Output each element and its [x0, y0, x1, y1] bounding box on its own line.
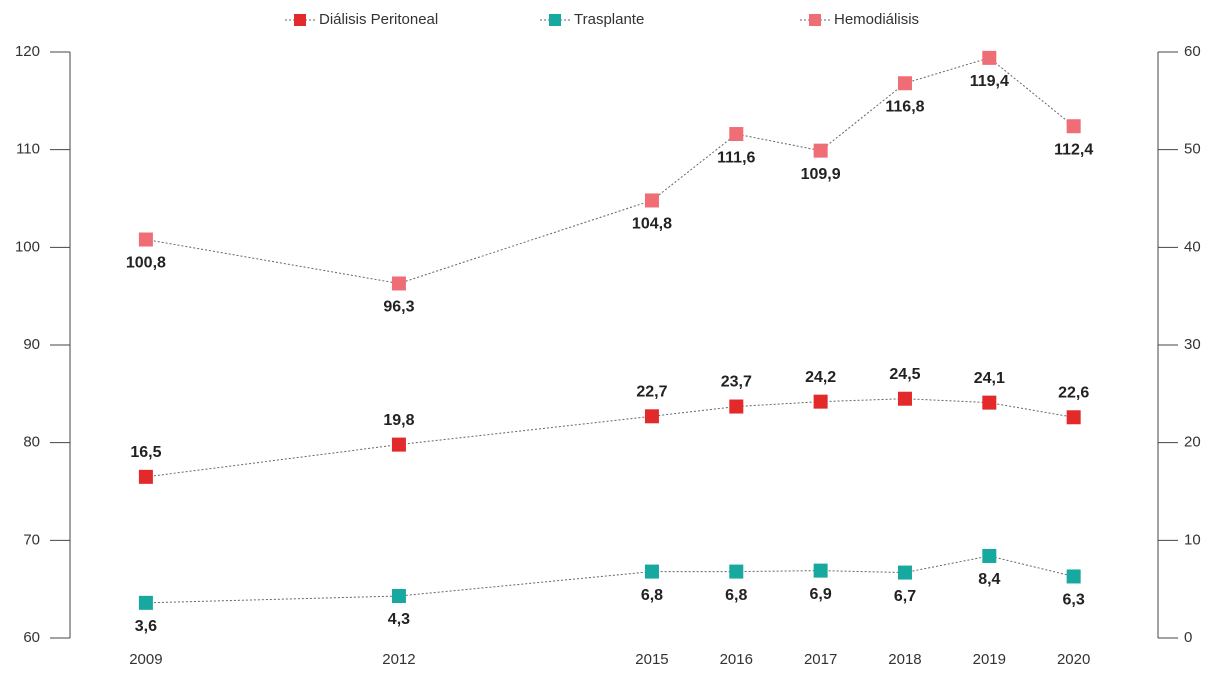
x-tick-label: 2012 — [382, 651, 415, 668]
point — [1066, 119, 1081, 134]
point — [391, 276, 406, 291]
point — [644, 193, 659, 208]
x-tick-label: 2016 — [720, 651, 753, 668]
point — [897, 391, 912, 406]
legend-label: Trasplante — [574, 11, 644, 28]
x-tick-label: 2018 — [888, 651, 921, 668]
x-tick-label: 2015 — [635, 651, 668, 668]
point — [1066, 410, 1081, 425]
legend-label: Diálisis Peritoneal — [319, 11, 438, 28]
data-label: 111,6 — [717, 149, 755, 166]
point — [813, 394, 828, 409]
legend-label: Hemodiálisis — [834, 11, 919, 28]
y2-tick-label: 60 — [1184, 43, 1201, 60]
point — [138, 232, 153, 247]
point — [138, 469, 153, 484]
point — [391, 437, 406, 452]
data-label: 6,9 — [810, 586, 832, 603]
point — [644, 564, 659, 579]
point — [729, 127, 744, 142]
data-label: 109,9 — [801, 166, 841, 183]
legend-swatch — [809, 14, 821, 26]
point — [729, 399, 744, 414]
series-line — [145, 555, 1074, 604]
data-label: 119,4 — [970, 73, 1009, 90]
y-tick-label: 110 — [16, 141, 40, 158]
point — [729, 564, 744, 579]
point — [897, 76, 912, 91]
data-label: 22,6 — [1058, 384, 1089, 401]
data-label: 8,4 — [978, 571, 1000, 588]
x-tick-label: 2019 — [973, 651, 1006, 668]
data-label: 6,7 — [894, 588, 916, 605]
y-tick-label: 80 — [23, 434, 40, 451]
y-tick-label: 70 — [23, 531, 40, 548]
point — [813, 563, 828, 578]
y-tick-label: 100 — [15, 238, 40, 255]
point — [813, 143, 828, 158]
y2-tick-label: 10 — [1184, 531, 1201, 548]
series-line — [145, 57, 1074, 284]
data-label: 96,3 — [383, 299, 414, 316]
y2-tick-label: 50 — [1184, 141, 1201, 158]
data-label: 24,2 — [805, 369, 836, 386]
y2-tick-label: 20 — [1184, 434, 1201, 451]
y-tick-label: 120 — [15, 43, 40, 60]
y2-tick-label: 40 — [1184, 238, 1201, 255]
data-label: 116,8 — [885, 98, 924, 115]
data-label: 100,8 — [126, 255, 166, 272]
y2-tick-label: 0 — [1184, 629, 1192, 646]
data-label: 16,5 — [130, 444, 161, 461]
x-tick-label: 2020 — [1057, 651, 1090, 668]
point — [897, 565, 912, 580]
y2-tick-label: 30 — [1184, 336, 1201, 353]
series-line — [145, 398, 1074, 478]
point — [1066, 569, 1081, 584]
data-label: 3,6 — [135, 618, 157, 635]
point — [982, 395, 997, 410]
data-label: 19,8 — [383, 412, 414, 429]
point — [644, 409, 659, 424]
data-label: 6,8 — [725, 587, 747, 604]
data-label: 4,3 — [388, 611, 410, 628]
x-tick-label: 2009 — [129, 651, 162, 668]
legend-swatch — [549, 14, 561, 26]
x-tick-label: 2017 — [804, 651, 837, 668]
data-label: 6,8 — [641, 587, 663, 604]
data-label: 112,4 — [1054, 141, 1093, 158]
data-label: 104,8 — [632, 216, 672, 233]
data-label: 24,1 — [974, 370, 1005, 387]
point — [391, 589, 406, 604]
data-label: 22,7 — [636, 384, 667, 401]
y-tick-label: 90 — [23, 336, 40, 353]
point — [982, 548, 997, 563]
point — [982, 50, 997, 65]
legend-swatch — [294, 14, 306, 26]
data-label: 6,3 — [1063, 592, 1085, 609]
data-label: 24,5 — [889, 366, 920, 383]
data-label: 23,7 — [721, 374, 752, 391]
y-tick-label: 60 — [23, 629, 40, 646]
point — [138, 595, 153, 610]
